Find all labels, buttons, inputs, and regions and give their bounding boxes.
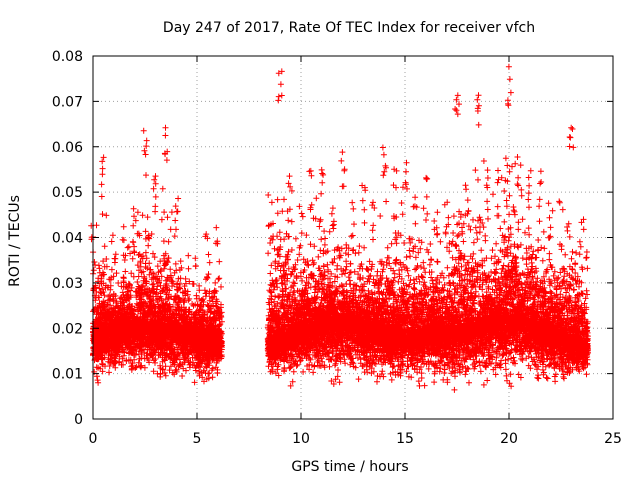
roti-points xyxy=(88,63,591,393)
y-tick-label: 0.06 xyxy=(52,140,83,156)
y-tick-label: 0.01 xyxy=(52,367,83,383)
x-tick-label: 5 xyxy=(193,431,202,447)
x-axis-label: GPS time / hours xyxy=(291,459,408,475)
y-tick-label: 0.04 xyxy=(52,231,83,247)
axis-ticks: 0 5 10 15 20 25 0 0.01 0.02 0.03 0.04 0.05 0.06 0.07 0… xyxy=(52,49,622,447)
x-tick-label: 20 xyxy=(500,431,518,447)
y-tick-label: 0.05 xyxy=(52,185,83,201)
y-tick-label: 0.03 xyxy=(52,276,83,292)
y-axis-label: ROTI / TECUs xyxy=(7,195,23,287)
x-tick-label: 0 xyxy=(89,431,98,447)
y-tick-label: 0.07 xyxy=(52,94,83,110)
data-points xyxy=(88,63,591,393)
chart-title: Day 247 of 2017, Rate Of TEC Index for r… xyxy=(163,20,535,36)
x-tick-label: 10 xyxy=(292,431,310,447)
y-tick-label: 0 xyxy=(74,412,83,428)
y-tick-label: 0.08 xyxy=(52,49,83,65)
y-tick-label: 0.02 xyxy=(52,321,83,337)
x-tick-label: 25 xyxy=(604,431,622,447)
x-tick-label: 15 xyxy=(396,431,414,447)
